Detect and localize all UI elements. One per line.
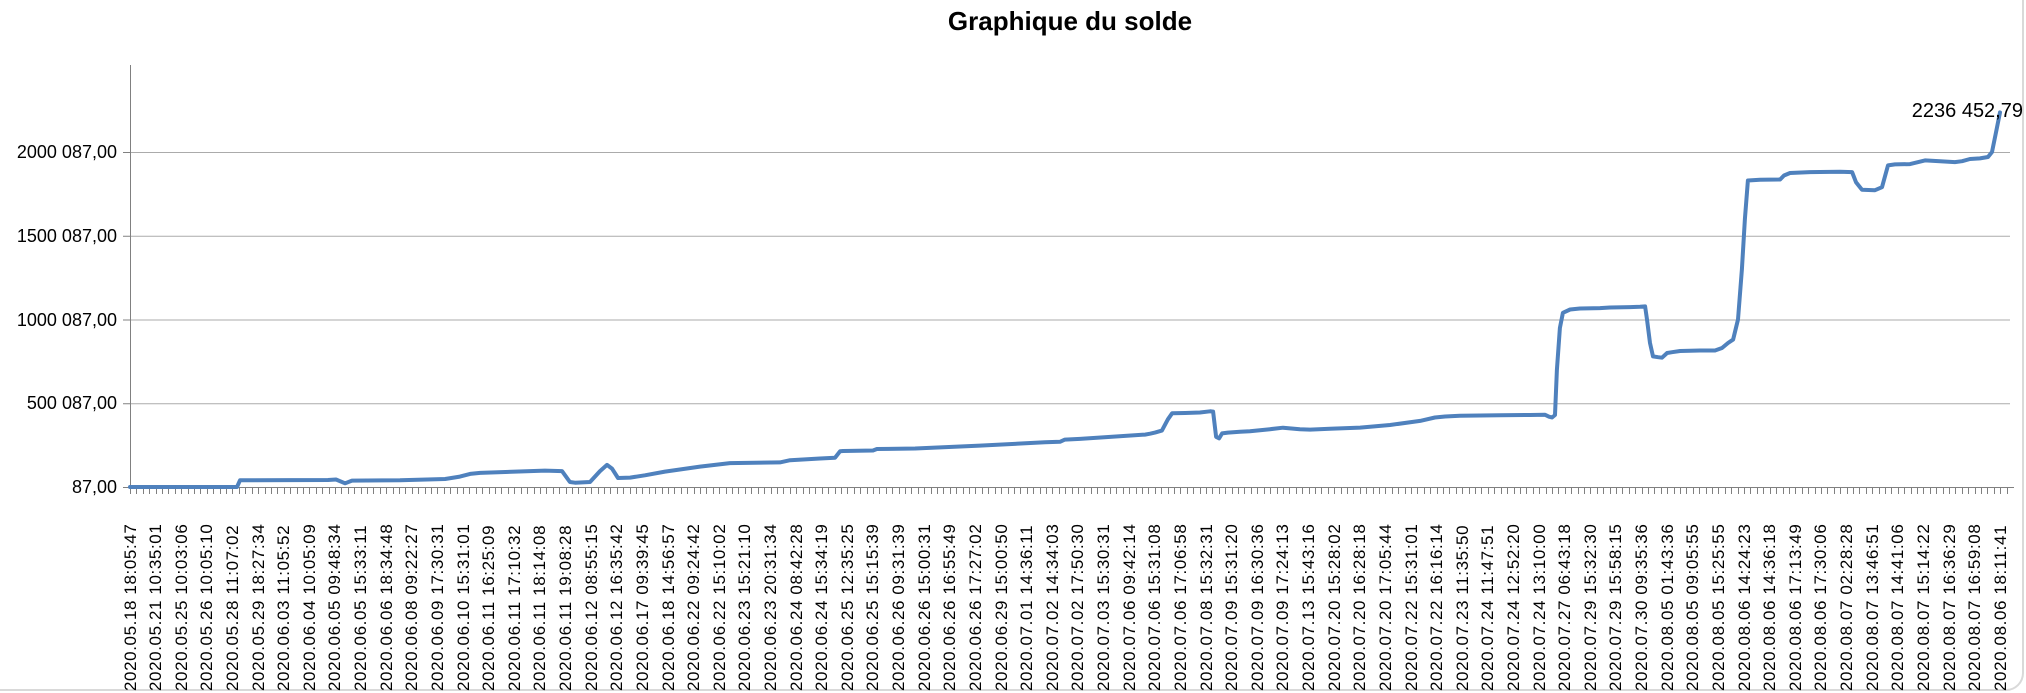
x-axis-label: 2020.05.25 10:03:06 — [171, 523, 191, 691]
x-axis-label: 2020.07.23 11:35:50 — [1452, 524, 1472, 691]
x-axis-label: 2020.06.29 15:00:50 — [991, 523, 1011, 691]
x-axis-label: 2020.06.11 16:25:09 — [479, 524, 499, 691]
x-axis-label: 2020.06.25 15:15:39 — [863, 523, 883, 691]
x-axis-label: 2020.06.06 18:34:48 — [376, 523, 396, 691]
axes — [123, 65, 2014, 488]
x-axis-label: 2020.07.08 15:32:31 — [1196, 523, 1216, 691]
x-axis-label: 2020.06.05 09:48:34 — [325, 523, 345, 691]
x-axis-label: 2020.06.23 15:21:10 — [735, 523, 755, 691]
x-axis-label: 2020.06.08 09:22:27 — [402, 523, 422, 691]
x-axis-label: 2020.07.29 15:32:30 — [1580, 523, 1600, 691]
x-axis-label: 2020.06.11 18:14:08 — [530, 524, 550, 691]
x-axis-label: 2020.06.18 14:56:57 — [658, 523, 678, 691]
x-axis-label: 2020.06.11 17:10:32 — [504, 524, 524, 691]
x-axis-label: 2020.08.07 15:14:22 — [1913, 523, 1933, 691]
x-axis-label: 2020.07.20 17:05:44 — [1375, 523, 1395, 691]
x-axis-label: 2020.05.26 10:05:10 — [197, 523, 217, 691]
x-axis-label: 2020.06.12 16:35:42 — [607, 523, 627, 691]
x-axis-label: 2020.06.26 09:31:39 — [889, 523, 909, 691]
last-value-annotation: 2236 452,79 — [1911, 100, 2023, 122]
x-axis-label: 2020.08.07 13:46:51 — [1862, 523, 1882, 691]
x-axis-label: 2020.08.07 02:28:28 — [1837, 523, 1857, 691]
x-axis-label: 2020.07.13 15:43:16 — [1299, 523, 1319, 691]
x-axis-label: 2020.07.24 13:10:00 — [1529, 523, 1549, 691]
x-axis-label: 2020.08.06 17:30:06 — [1811, 523, 1831, 691]
y-axis-label: 500 087,00 — [26, 393, 117, 414]
x-axis-label: 2020.07.09 15:31:20 — [1222, 523, 1242, 691]
x-axis-label: 2020.07.30 09:35:36 — [1632, 523, 1652, 691]
x-axis-label: 2020.07.22 15:31:01 — [1401, 523, 1421, 691]
x-axis-label: 2020.06.26 17:27:02 — [965, 523, 985, 691]
x-axis-label: 2020.06.09 17:30:31 — [427, 523, 447, 691]
x-axis-label: 2020.06.22 15:10:02 — [709, 523, 729, 691]
x-axis-label: 2020.08.06 14:36:18 — [1760, 523, 1780, 691]
x-axis-label: 2020.08.05 15:25:55 — [1708, 523, 1728, 691]
x-axis-label: 2020.07.20 16:28:18 — [1350, 523, 1370, 691]
x-axis-label: 2020.05.18 18:05:47 — [120, 523, 140, 691]
x-axis-label: 2020.06.24 08:42:28 — [786, 523, 806, 691]
x-axis-label: 2020.07.01 14:36:11 — [1017, 524, 1037, 691]
x-axis-label: 2020.07.09 17:24:13 — [1273, 523, 1293, 691]
x-axis-label: 2020.06.26 15:00:31 — [914, 523, 934, 691]
x-axis-label: 2020.07.06 09:42:14 — [1119, 523, 1139, 691]
x-axis-label: 2020.07.02 17:50:30 — [1068, 523, 1088, 691]
x-axis-label: 2020.06.22 09:24:42 — [684, 523, 704, 691]
x-axis-label: 2020.08.06 17:13:49 — [1785, 523, 1805, 691]
x-axis-label: 2020.06.04 10:05:09 — [299, 523, 319, 691]
x-axis-label: 2020.06.24 15:34:19 — [812, 523, 832, 691]
balance-series-line — [128, 110, 2002, 489]
x-axis-minor-ticks — [130, 488, 2008, 494]
y-axis-label: 1500 087,00 — [16, 225, 117, 246]
x-axis-label: 2020.05.28 11:07:02 — [222, 524, 242, 691]
x-axis-label: 2020.06.17 09:39:45 — [632, 523, 652, 691]
x-axis-label: 2020.05.29 18:27:34 — [248, 523, 268, 691]
horizontal-gridlines — [130, 152, 2010, 405]
x-axis-label: 2020.06.23 20:31:34 — [761, 523, 780, 691]
x-axis-label: 2020.06.10 15:31:01 — [453, 523, 473, 691]
x-axis-label: 2020.07.02 14:34:03 — [1042, 523, 1062, 691]
x-axis-label: 2020.05.21 10:35:01 — [146, 523, 166, 691]
x-axis-label: 2020.07.22 16:16:14 — [1427, 523, 1447, 691]
x-axis-label: 2020.07.06 15:31:08 — [1145, 523, 1165, 691]
y-axis-label: 1000 087,00 — [16, 309, 117, 330]
x-axis-label: 2020.08.05 01:43:36 — [1657, 523, 1677, 691]
x-axis-label: 2020.08.06 18:11:41 — [1990, 524, 2010, 691]
x-axis-label: 2020.06.26 16:55:49 — [940, 523, 960, 691]
y-axis-label: 2000 087,00 — [16, 142, 117, 162]
x-axis-label: 2020.08.07 16:36:29 — [1939, 523, 1959, 691]
x-axis-label: 2020.08.05 09:05:55 — [1683, 523, 1703, 691]
x-axis-label: 2020.06.25 12:35:25 — [837, 523, 857, 691]
x-axis-label: 2020.08.07 16:59:08 — [1965, 523, 1985, 691]
y-axis-label: 87,00 — [71, 477, 117, 497]
x-axis-label: 2020.07.27 06:43:18 — [1555, 523, 1575, 691]
x-axis-label: 2020.06.03 11:05:52 — [274, 524, 294, 691]
x-axis-label: 2020.08.06 14:24:23 — [1734, 523, 1754, 691]
x-axis-label: 2020.07.24 11:47:51 — [1478, 524, 1498, 691]
x-axis-label: 2020.06.05 15:33:11 — [351, 524, 371, 691]
x-axis-label: 2020.06.12 08:55:15 — [581, 523, 601, 691]
x-axis-label: 2020.08.07 14:41:06 — [1888, 523, 1908, 691]
x-axis-label: 2020.07.20 15:28:02 — [1324, 523, 1344, 691]
x-axis-label: 2020.07.06 17:06:58 — [1170, 523, 1190, 691]
x-axis-label: 2020.07.29 15:58:15 — [1606, 523, 1626, 691]
x-axis-label: 2020.07.24 12:52:20 — [1504, 523, 1523, 691]
x-axis-label: 2020.07.03 15:30:31 — [1094, 523, 1114, 691]
chart-title: Graphique du solde — [947, 6, 1193, 36]
x-axis-label: 2020.06.11 19:08:28 — [556, 524, 576, 691]
x-axis-label: 2020.07.09 16:30:36 — [1247, 523, 1267, 691]
